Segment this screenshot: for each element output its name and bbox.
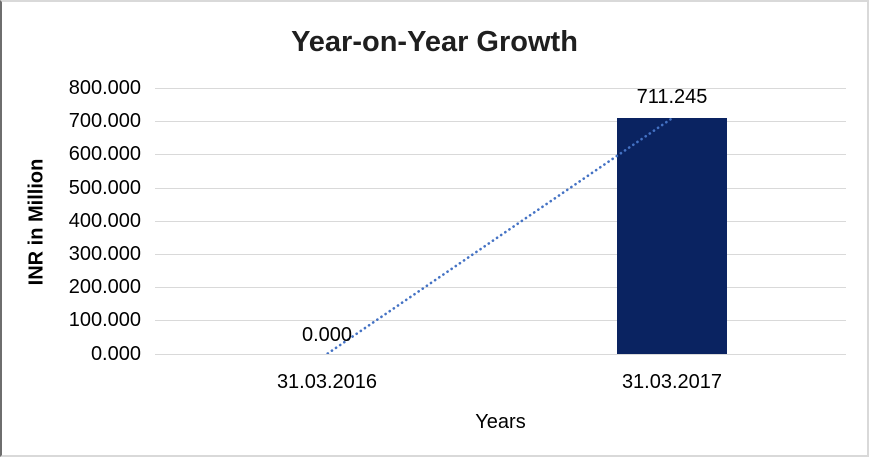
gridline [155, 353, 846, 355]
gridline [155, 187, 846, 189]
data-label-2016: 0.000 [301, 324, 353, 346]
category-label-2017: 31.03.2017 [621, 371, 723, 393]
category-label-2016: 31.03.2016 [276, 371, 378, 393]
gridline [155, 253, 846, 255]
gridline [155, 287, 846, 289]
y-tick-label: 300.000 [68, 242, 141, 265]
gridline [155, 154, 846, 156]
gridline [155, 320, 846, 322]
gridline [155, 121, 846, 123]
y-tick-label: 100.000 [68, 309, 141, 332]
y-tick-label: 700.000 [68, 110, 141, 133]
y-tick-label: 200.000 [68, 276, 141, 299]
bar-31-03-2017 [617, 117, 727, 354]
y-tick-label: 400.000 [68, 209, 141, 232]
trendline-path [326, 116, 675, 354]
y-tick-label: 0.000 [90, 342, 141, 365]
y-axis-tick-labels: 800.000 700.000 600.000 500.000 400.000 300.0… [2, 77, 141, 365]
x-axis-title: Years [475, 411, 526, 433]
chart-title: Year-on-Year Growth [291, 26, 578, 58]
data-label-2017: 711.245 [636, 86, 708, 108]
y-tick-label: 500.000 [68, 176, 141, 199]
gridline [155, 220, 846, 222]
plot-area [155, 88, 846, 355]
y-tick-label: 800.000 [68, 77, 141, 99]
gridline [155, 88, 846, 89]
trendline [326, 116, 675, 354]
y-tick-label: 600.000 [68, 143, 141, 166]
